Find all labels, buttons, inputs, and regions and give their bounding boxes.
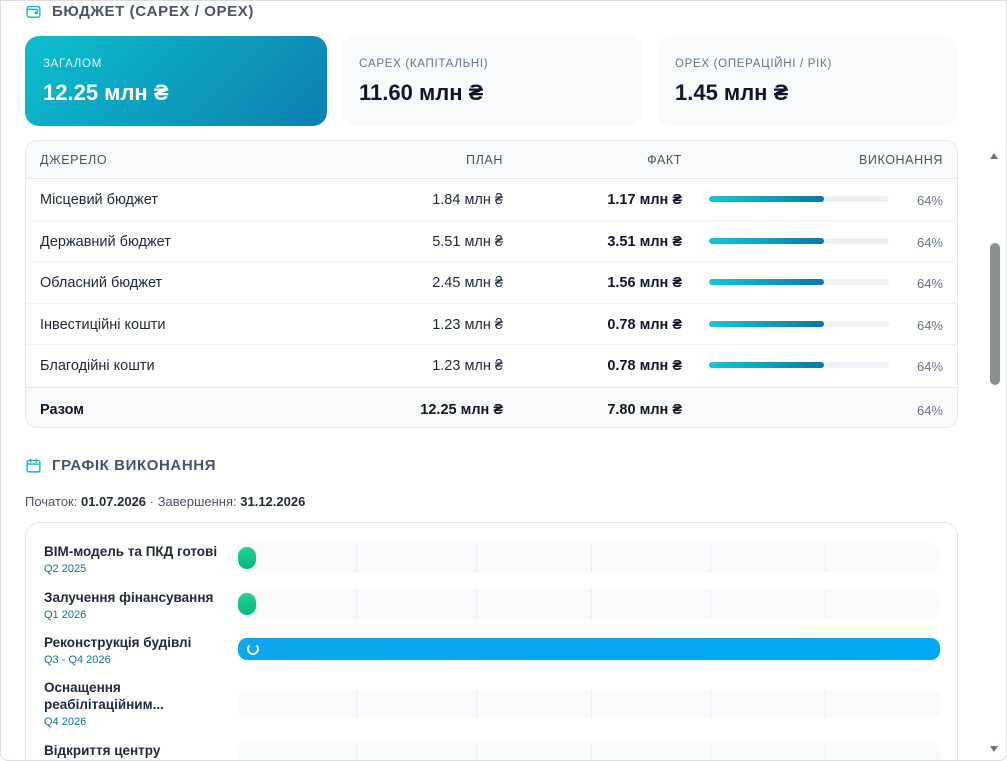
task-name: BIM-модель та ПКД готові (44, 544, 218, 559)
task-name: Відкриття центру (44, 743, 161, 758)
execution-bar (709, 196, 889, 202)
gantt-chart: BIM-модель та ПКД готові Q2 2025 Залучен… (25, 522, 958, 760)
execution-bar-fill (709, 362, 825, 368)
milestone-done[interactable] (238, 547, 256, 569)
start-label: Початок: (25, 494, 78, 509)
table-row: Благодійні кошти 1.23 млн ₴ 0.78 млн ₴ 6… (26, 345, 957, 387)
row-fact: 3.51 млн ₴ (607, 233, 682, 250)
total-fact: 7.80 млн ₴ (607, 401, 682, 418)
execution-bar-fill (709, 196, 825, 202)
gantt-task: BIM-модель та ПКД готові Q2 2025 (44, 543, 217, 575)
row-percent: 64% (916, 234, 943, 250)
task-period: Q1 2026 (44, 609, 87, 621)
vertical-scrollbar-thumb[interactable] (990, 243, 1000, 385)
execution-bar (709, 320, 889, 327)
row-source: Обласний бюджет (40, 275, 163, 291)
task-period: Q3 - Q4 2026 (44, 654, 111, 666)
table-total-row: Разом 12.25 млн ₴ 7.80 млн ₴ 64% (26, 386, 957, 427)
row-plan: 5.51 млн ₴ (432, 233, 503, 250)
task-name: Реконструкція будівлі (44, 635, 192, 650)
task-period: Q4 2026 (44, 716, 87, 728)
kpi-card-total: ЗАГАЛОМ 12.25 млн ₴ (25, 36, 327, 126)
row-source: Державний бюджет (40, 233, 171, 250)
table-header: ДЖЕРЕЛО ПЛАН ФАКТ ВИКОНАННЯ (26, 141, 957, 179)
row-source: Інвестиційні кошти (40, 316, 166, 333)
row-plan: 1.23 млн ₴ (432, 316, 503, 333)
budget-table: ДЖЕРЕЛО ПЛАН ФАКТ ВИКОНАННЯ Місцевий бюд… (25, 140, 958, 428)
header-fact: ФАКТ (647, 153, 682, 167)
date-separator: · (149, 494, 155, 509)
row-fact: 1.56 млн ₴ (607, 275, 682, 291)
row-plan: 1.23 млн ₴ (432, 358, 503, 374)
header-plan: ПЛАН (466, 153, 503, 167)
task-name: Оснащення реабілітаційним... (44, 680, 164, 712)
execution-bar-fill (709, 320, 825, 327)
budget-section-title: БЮДЖЕТ (CAPEX / OPEX) (25, 3, 254, 20)
calendar-icon (26, 458, 41, 473)
gantt-track (238, 543, 940, 573)
end-label: Завершення: (157, 494, 237, 509)
row-source: Благодійні кошти (40, 358, 155, 374)
kpi-capex-label: CAPEX (КАПІТАЛЬНІ) (359, 58, 489, 70)
schedule-section-title: ГРАФІК ВИКОНАННЯ (25, 457, 216, 474)
execution-bar-fill (709, 279, 825, 285)
schedule-title: ГРАФІК ВИКОНАННЯ (52, 457, 217, 474)
end-date: 31.12.2026 (240, 494, 306, 509)
schedule-dates: Початок: 01.07.2026 · Завершення: 31.12.… (25, 494, 305, 509)
gantt-track (238, 689, 940, 719)
gantt-track (238, 742, 940, 760)
task-period: Q2 2025 (44, 563, 87, 575)
scroll-down-arrow-icon[interactable] (990, 746, 998, 752)
table-row: Місцевий бюджет 1.84 млн ₴ 1.17 млн ₴ 64… (26, 179, 957, 221)
row-percent: 64% (916, 317, 943, 333)
row-fact: 0.78 млн ₴ (607, 358, 682, 374)
row-percent: 64% (916, 276, 943, 291)
gantt-task: Реконструкція будівлі Q3 - Q4 2026 (44, 634, 191, 666)
table-row: Інвестиційні кошти 1.23 млн ₴ 0.78 млн ₴… (26, 304, 957, 345)
kpi-opex-label: OPEX (ОПЕРАЦІЙНІ / РІК) (675, 58, 832, 70)
wallet-icon (26, 5, 41, 18)
execution-bar (709, 237, 889, 244)
gantt-bar-in-progress[interactable] (238, 638, 940, 660)
row-fact: 0.78 млн ₴ (607, 316, 682, 333)
milestone-done[interactable] (238, 593, 256, 615)
row-plan: 1.84 млн ₴ (432, 192, 503, 208)
execution-bar (709, 362, 889, 368)
kpi-total-value: 12.25 млн ₴ (43, 80, 169, 105)
execution-bar-fill (709, 237, 825, 244)
kpi-total-label: ЗАГАЛОМ (43, 58, 102, 70)
gantt-task: Залучення фінансування Q1 2026 (44, 589, 213, 621)
kpi-card-capex: CAPEX (КАПІТАЛЬНІ) 11.60 млн ₴ (341, 36, 643, 126)
row-source: Місцевий бюджет (40, 192, 158, 208)
loading-spinner-icon (247, 643, 259, 655)
header-source: ДЖЕРЕЛО (40, 153, 108, 167)
start-date: 01.07.2026 (80, 494, 147, 509)
row-fact: 1.17 млн ₴ (607, 192, 682, 208)
gantt-task: Оснащення реабілітаційним... Q4 2026 (44, 679, 224, 728)
total-percent: 64% (916, 402, 943, 418)
kpi-opex-value: 1.45 млн ₴ (675, 80, 789, 105)
row-percent: 64% (916, 359, 943, 374)
budget-title: БЮДЖЕТ (CAPEX / OPEX) (52, 3, 254, 20)
table-row: Обласний бюджет 2.45 млн ₴ 1.56 млн ₴ 64… (26, 262, 957, 304)
row-plan: 2.45 млн ₴ (432, 275, 503, 291)
scroll-up-arrow-icon[interactable] (990, 153, 998, 159)
gantt-task: Відкриття центру (44, 742, 160, 759)
kpi-card-opex: OPEX (ОПЕРАЦІЙНІ / РІК) 1.45 млн ₴ (657, 36, 957, 126)
kpi-capex-value: 11.60 млн ₴ (359, 80, 484, 105)
row-percent: 64% (916, 193, 943, 208)
gantt-track (238, 589, 940, 619)
header-execution: ВИКОНАННЯ (858, 153, 943, 167)
total-source: Разом (40, 401, 84, 418)
execution-bar (709, 279, 889, 285)
task-name: Залучення фінансування (44, 590, 214, 605)
total-plan: 12.25 млн ₴ (420, 401, 503, 418)
table-row: Державний бюджет 5.51 млн ₴ 3.51 млн ₴ 6… (26, 221, 957, 262)
